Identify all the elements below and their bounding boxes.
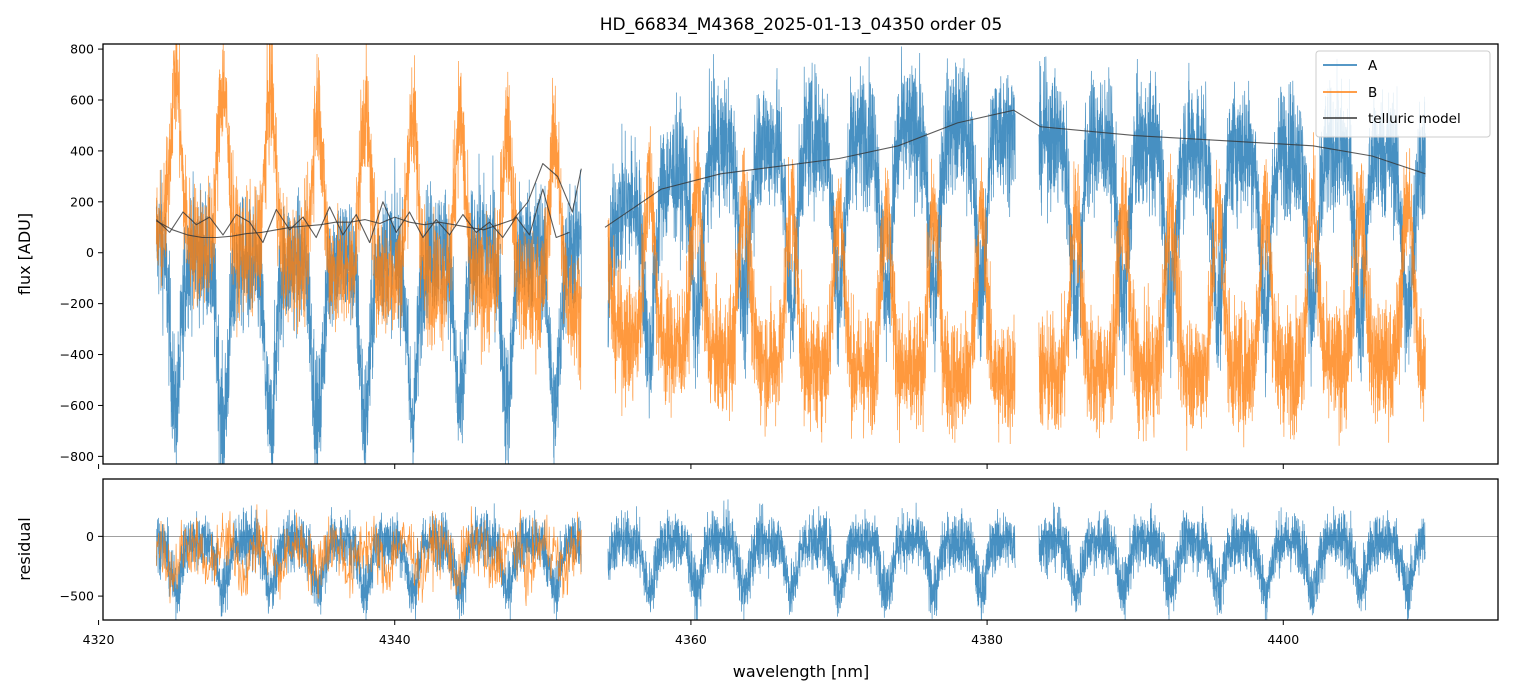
top-plot-area [155, 44, 1426, 464]
top-y-axis: −800 −600 −400 −200 0 200 400 600 800 [60, 42, 103, 464]
series-b-line-2 [607, 126, 1016, 445]
series-a-line-2 [607, 46, 1016, 419]
legend-label-a: A [1368, 58, 1378, 74]
telluric-model-line-2 [156, 163, 582, 239]
top-panel: −800 −600 −400 −200 0 200 400 600 800 flux [ADU]… [15, 42, 1499, 469]
x-tick-label: 4380 [971, 632, 1003, 647]
bottom-y-axis: −500 0 [60, 529, 103, 604]
y-tick-label: −400 [60, 347, 94, 362]
y-tick-label: 600 [70, 93, 94, 108]
residual-b-line-1 [155, 504, 582, 607]
y-tick-label: 200 [70, 194, 94, 209]
y-tick-label: 0 [86, 529, 94, 544]
y-tick-label: 800 [70, 42, 94, 57]
series-b-line-1 [155, 44, 582, 390]
series-b-line-3 [1038, 132, 1426, 451]
y-tick-label: −500 [60, 589, 94, 604]
legend-box [1315, 50, 1491, 138]
bottom-plot-area [103, 499, 1498, 620]
chart-title: HD_66834_M4368_2025-01-13_04350 order 05 [600, 15, 1003, 35]
series-a-line-1 [155, 153, 582, 464]
bottom-y-axis-label: residual [15, 517, 34, 580]
bottom-x-axis: 4320 4340 4360 4380 4400 [83, 620, 1299, 647]
top-x-axis [98, 464, 1284, 469]
y-tick-label: −800 [60, 449, 94, 464]
telluric-model-line-1 [604, 109, 1426, 228]
top-axes-frame [102, 43, 1499, 465]
legend-label-model: telluric model [1368, 111, 1461, 127]
residual-a-line-1 [155, 503, 582, 620]
y-tick-label: −200 [60, 296, 94, 311]
x-axis-label: wavelength [nm] [733, 662, 870, 681]
bottom-panel: −500 0 4320 4340 4360 4380 4400 residual wave… [15, 478, 1499, 681]
series-a-line-3 [1038, 56, 1426, 398]
legend-label-b: B [1368, 85, 1377, 101]
y-tick-label: 400 [70, 143, 94, 158]
x-tick-label: 4320 [83, 632, 115, 647]
y-tick-label: −600 [60, 398, 94, 413]
legend: A B telluric model [1315, 50, 1491, 138]
y-tick-label: 0 [86, 245, 94, 260]
telluric-model-line-3 [155, 188, 570, 244]
bottom-axes-frame [102, 478, 1499, 621]
top-y-axis-label: flux [ADU] [15, 213, 34, 295]
residual-a-line-2 [607, 499, 1016, 620]
x-tick-label: 4340 [379, 632, 411, 647]
x-tick-label: 4400 [1267, 632, 1299, 647]
x-tick-label: 4360 [675, 632, 707, 647]
residual-a-line-3 [1038, 502, 1426, 620]
